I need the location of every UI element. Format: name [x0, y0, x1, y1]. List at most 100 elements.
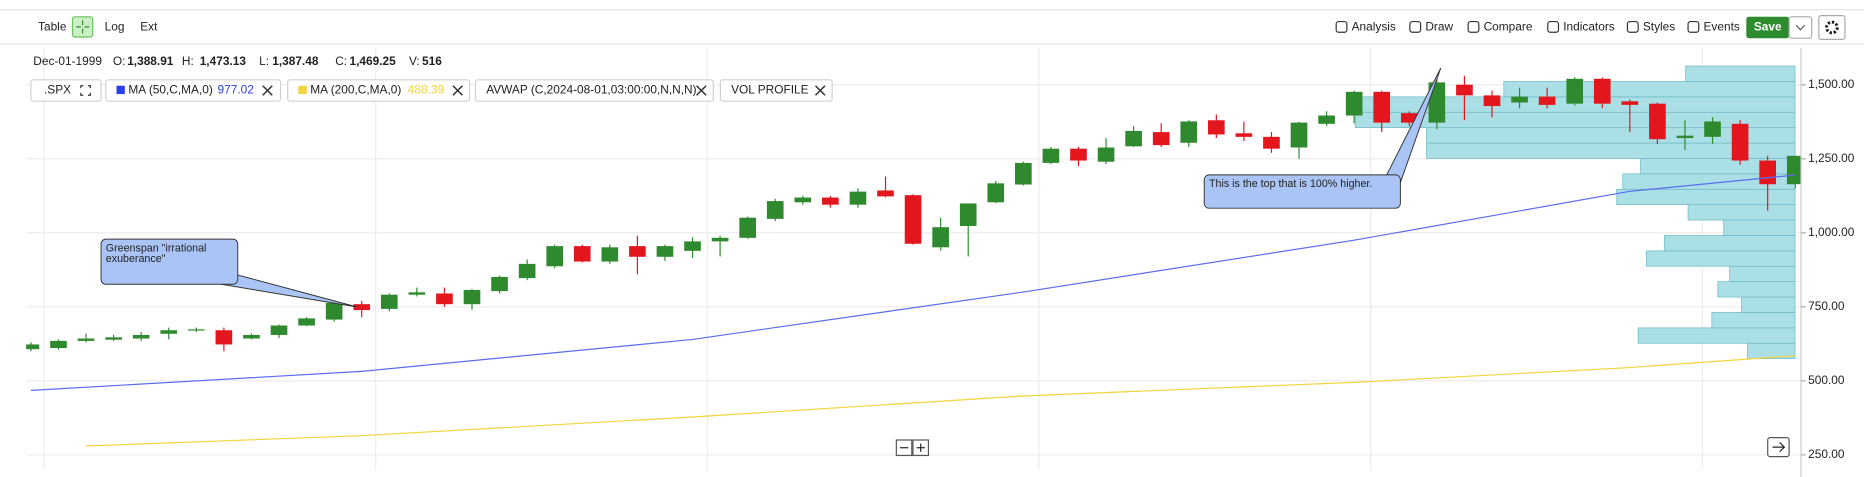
- toolbar-button[interactable]: Compare: [1484, 20, 1533, 34]
- candle-body: [1593, 78, 1611, 104]
- candle-body: [1318, 115, 1335, 124]
- candle-body: [1373, 91, 1391, 123]
- icon: [76, 20, 90, 34]
- candle-body: [1125, 130, 1142, 147]
- candle-body: [904, 195, 922, 244]
- icon: [1825, 20, 1839, 35]
- save-menu[interactable]: [1788, 16, 1813, 39]
- candle-body: [160, 330, 178, 334]
- candle-body: [1456, 84, 1473, 96]
- readout-value: 1,469.25: [350, 54, 397, 68]
- study-chip[interactable]: [105, 79, 282, 102]
- candle-body: [270, 325, 288, 335]
- candle-body: [491, 276, 508, 292]
- volume-profile-bar: [1663, 235, 1796, 252]
- study-value: 488.39: [408, 83, 445, 97]
- volume-profile-bar: [1616, 188, 1796, 206]
- toolbar-button[interactable]: Ext: [140, 20, 158, 34]
- candle-body: [1070, 148, 1087, 161]
- readout-label: V:: [409, 54, 420, 68]
- candle-body: [1731, 123, 1749, 161]
- icon: [1409, 20, 1422, 33]
- study-chip[interactable]: [30, 79, 102, 102]
- save-label: Save: [1754, 20, 1782, 34]
- candle-body: [822, 197, 839, 205]
- candle-body: [380, 294, 398, 309]
- candle-body: [684, 241, 701, 251]
- toolbar-button[interactable]: Styles: [1643, 20, 1675, 34]
- candle-body: [1263, 136, 1280, 149]
- y-tick-label: 250.00: [1808, 447, 1845, 461]
- save-button[interactable]: [1746, 16, 1790, 39]
- volume-profile-bar: [1637, 327, 1796, 344]
- crosshair-toggle[interactable]: [71, 16, 94, 38]
- callout-text: This is the top that is 100% higher.: [1209, 178, 1372, 190]
- remove-icon[interactable]: [262, 85, 273, 96]
- study-label: MA (200,C,MA,0): [310, 83, 401, 97]
- callout-text: Greenspan "irrational: [106, 242, 207, 254]
- y-tick-label: 1,250.00: [1808, 151, 1855, 165]
- toolbar-button[interactable]: Analysis: [1352, 20, 1396, 34]
- icon: [1795, 24, 1806, 31]
- candle-body: [1235, 133, 1253, 137]
- study-chip[interactable]: [719, 79, 833, 102]
- volume-profile-bar: [1685, 65, 1796, 82]
- candle-body: [711, 237, 729, 242]
- candle-body: [1676, 135, 1694, 139]
- candle-body: [849, 191, 867, 205]
- study-swatch: [116, 85, 125, 95]
- candle-body: [1511, 96, 1528, 103]
- candle-body: [1290, 122, 1308, 148]
- candle-body: [463, 289, 481, 305]
- settings-button[interactable]: [1818, 15, 1846, 40]
- remove-icon[interactable]: [696, 85, 707, 96]
- candle-body: [187, 329, 205, 331]
- candle-body: [1015, 162, 1032, 185]
- icon: [1626, 20, 1639, 33]
- toolbar-button[interactable]: Indicators: [1563, 20, 1615, 34]
- candle-body: [1759, 160, 1776, 185]
- candle-body: [794, 197, 812, 203]
- study-chip[interactable]: [287, 79, 471, 102]
- toolbar-button[interactable]: Table: [38, 20, 67, 34]
- toolbar-button[interactable]: Events: [1704, 20, 1740, 34]
- candle-body: [298, 318, 315, 326]
- candle-body: [1704, 121, 1721, 137]
- y-tick-label: 750.00: [1808, 299, 1845, 313]
- study-swatch: [298, 85, 307, 95]
- volume-profile-bar: [1687, 204, 1796, 221]
- icon: [1467, 20, 1480, 33]
- remove-icon[interactable]: [452, 85, 463, 96]
- callout-text: exuberance": [106, 253, 166, 265]
- readout-value: 1,473.13: [200, 54, 247, 68]
- remove-icon[interactable]: [814, 85, 826, 96]
- candle-body: [1566, 78, 1584, 104]
- volume-profile-bar: [1741, 296, 1796, 313]
- readout-value: 1,387.48: [272, 54, 319, 68]
- candle-body: [1152, 132, 1170, 146]
- candle-body: [105, 337, 122, 340]
- candle-body: [408, 292, 426, 295]
- study-chip[interactable]: [474, 79, 714, 102]
- readout-label: H:: [182, 54, 194, 68]
- ma-line: [86, 355, 1796, 447]
- toolbar-button[interactable]: Log: [105, 20, 125, 34]
- readout-label: O:: [113, 54, 126, 68]
- toolbar-button[interactable]: Draw: [1425, 20, 1453, 34]
- readout-date: Dec-01-1999: [33, 54, 102, 68]
- candle-body: [1649, 103, 1666, 140]
- candle-body: [1428, 82, 1446, 123]
- volume-profile-bar: [1729, 265, 1796, 283]
- candle-body: [1621, 101, 1639, 105]
- study-label: VOL PROFILE: [731, 83, 809, 97]
- candle-body: [518, 263, 536, 279]
- candle-body: [601, 247, 619, 262]
- expand-icon[interactable]: [80, 85, 91, 96]
- icon: [1687, 20, 1700, 33]
- study-label: AVWAP (C,2024-08-01,03:00:00,N,N,N): [486, 83, 696, 97]
- candle-body: [77, 338, 95, 341]
- volume-profile-bar: [1711, 312, 1796, 329]
- candle-body: [436, 293, 453, 305]
- callout-box: [100, 238, 239, 285]
- icon: [1772, 441, 1786, 453]
